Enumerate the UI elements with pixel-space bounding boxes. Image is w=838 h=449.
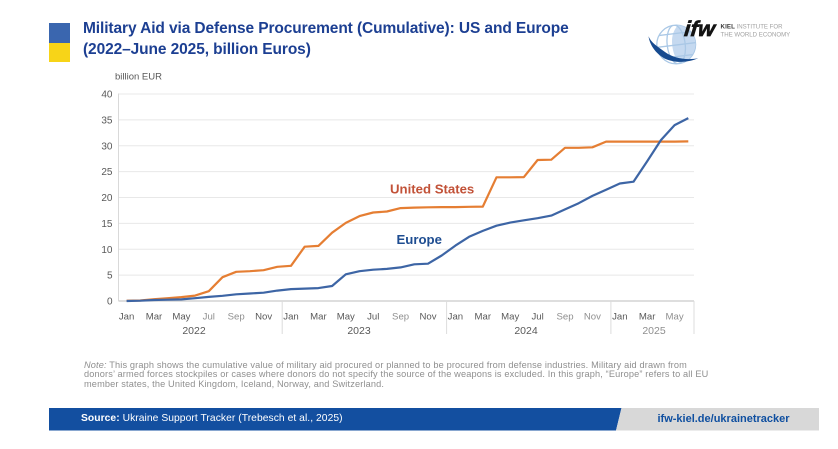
- svg-text:Nov: Nov: [255, 312, 272, 323]
- svg-text:Jul: Jul: [203, 312, 215, 323]
- svg-text:2024: 2024: [514, 325, 538, 337]
- svg-text:Sep: Sep: [392, 312, 409, 323]
- svg-text:Jan: Jan: [612, 312, 627, 323]
- svg-text:25: 25: [101, 167, 113, 178]
- svg-text:2023: 2023: [347, 325, 371, 337]
- svg-text:35: 35: [101, 116, 113, 127]
- svg-text:Mar: Mar: [310, 312, 327, 323]
- svg-text:KIEL: KIEL: [721, 24, 736, 31]
- svg-text:20: 20: [101, 193, 113, 204]
- svg-text:ifw: ifw: [683, 16, 717, 41]
- svg-text:Jan: Jan: [119, 312, 134, 323]
- svg-text:Jul: Jul: [367, 312, 379, 323]
- svg-text:10: 10: [101, 245, 113, 256]
- svg-text:Mar: Mar: [639, 312, 656, 323]
- svg-text:May: May: [337, 312, 355, 323]
- svg-text:billion EUR: billion EUR: [115, 72, 162, 83]
- svg-text:Jul: Jul: [531, 312, 543, 323]
- svg-text:May: May: [501, 312, 519, 323]
- svg-text:15: 15: [101, 219, 113, 230]
- svg-text:United States: United States: [390, 182, 474, 197]
- svg-text:2022: 2022: [182, 325, 206, 337]
- svg-text:5: 5: [107, 271, 113, 282]
- svg-text:May: May: [666, 312, 684, 323]
- svg-text:Nov: Nov: [584, 312, 601, 323]
- svg-text:Mar: Mar: [475, 312, 492, 323]
- svg-text:THE WORLD ECONOMY: THE WORLD ECONOMY: [721, 32, 791, 39]
- svg-text:Mar: Mar: [146, 312, 163, 323]
- svg-text:Jan: Jan: [283, 312, 298, 323]
- svg-text:30: 30: [101, 141, 113, 152]
- svg-text:Sep: Sep: [228, 312, 245, 323]
- svg-text:Europe: Europe: [397, 232, 442, 247]
- svg-text:0: 0: [107, 297, 113, 308]
- svg-text:Sep: Sep: [556, 312, 573, 323]
- svg-text:Nov: Nov: [419, 312, 436, 323]
- svg-text:2025: 2025: [642, 325, 666, 337]
- svg-text:Jan: Jan: [448, 312, 463, 323]
- svg-text:40: 40: [101, 90, 113, 101]
- svg-text:INSTITUTE FOR: INSTITUTE FOR: [737, 24, 784, 31]
- svg-text:May: May: [172, 312, 190, 323]
